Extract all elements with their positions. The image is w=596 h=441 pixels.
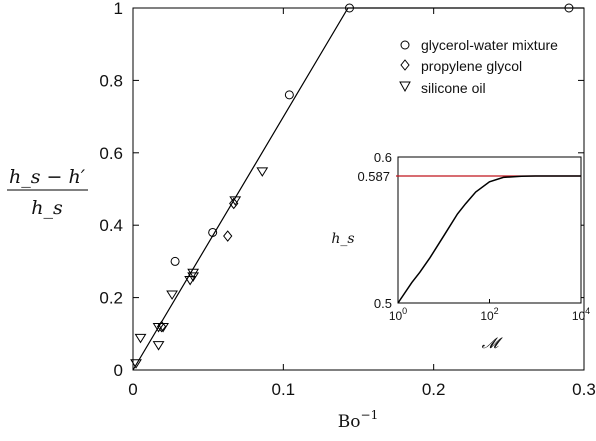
inset-x-tick-base: 10 — [480, 309, 494, 323]
inset-x-tick-exponent: 0 — [402, 306, 407, 316]
inset-x-tick-label: 100 — [389, 306, 407, 323]
inset-curve — [397, 175, 581, 304]
inset-x-label: 𝓜 — [482, 334, 504, 352]
y-tick-label: 0.8 — [99, 71, 123, 90]
inset-x-tick-label: 104 — [572, 306, 590, 323]
legend-marker-circle — [400, 40, 410, 50]
x-label-base: Bo — [338, 412, 361, 432]
inset-x-axis: 100 102 104 — [389, 299, 590, 323]
circle-point — [208, 227, 218, 237]
fit-line — [132, 7, 584, 371]
legend-marker-triangle-down — [399, 81, 411, 93]
asymptote-label: 0.587 — [357, 169, 390, 184]
legend-label-propylene-glycol: propylene glycol — [421, 58, 522, 74]
inset-background — [398, 157, 581, 303]
inset-y-tick-label: 0.5 — [374, 296, 392, 311]
triangle-down-point — [152, 341, 165, 351]
x-tick-label: 0.3 — [572, 380, 596, 399]
inset-y-axis: 0.5 0.6 — [374, 150, 402, 311]
legend-marker-diamond — [400, 59, 410, 71]
legend-label-glycerol-water-mixture: glycerol-water mixture — [421, 37, 558, 53]
legend-label-silicone-oil: silicone oil — [421, 80, 486, 96]
y-label-numerator: h_s − h′ — [9, 166, 86, 188]
inset-x-tick-exponent: 2 — [494, 306, 499, 316]
triangle-down-point — [134, 333, 147, 344]
main-y-label: h_s − h′ h_s — [7, 166, 88, 219]
x-tick-label: 0.1 — [272, 380, 296, 399]
inset-y-tick-label: 0.6 — [374, 150, 392, 165]
diamond-point — [229, 197, 239, 210]
circle-point — [284, 90, 294, 100]
y-label-denominator: h_s — [31, 197, 63, 219]
inset-x-tick-base: 10 — [572, 309, 586, 323]
main-plot: 0 0.2 0.4 0.6 0.8 1 0 0.1 0.2 0.3 — [99, 0, 595, 399]
inset-y-label: h_s — [331, 231, 354, 247]
y-tick-label: 1 — [114, 0, 123, 18]
data-points — [130, 3, 574, 369]
triangle-down-point — [187, 268, 200, 279]
triangle-down-point — [157, 323, 169, 333]
main-x-label: Bo−1 — [338, 408, 378, 432]
inset-x-tick-label: 102 — [480, 306, 498, 323]
triangle-down-point — [166, 290, 178, 300]
triangle-down-point — [187, 272, 200, 282]
y-tick-label: 0.4 — [99, 216, 123, 235]
triangle-down-point — [229, 196, 242, 206]
x-tick-label: 0.2 — [422, 380, 446, 399]
x-tick-label: 0 — [128, 380, 137, 399]
triangle-down-point — [130, 359, 142, 369]
triangle-down-point — [256, 167, 269, 177]
diamond-point — [223, 230, 233, 242]
main-x-axis: 0 0.1 0.2 0.3 — [128, 8, 596, 399]
inset-x-tick-base: 10 — [389, 309, 403, 323]
circle-point — [344, 3, 354, 13]
legend: glycerol-water mixture propylene glycol … — [399, 37, 558, 96]
y-tick-label: 0.6 — [99, 144, 123, 163]
y-tick-label: 0 — [114, 361, 123, 380]
circle-point — [170, 256, 180, 266]
inset-plot: 0.50.6 100 102 104 0.587 h_s 𝓜 — [331, 150, 590, 352]
inset-x-tick-exponent: 4 — [585, 306, 590, 316]
x-label-exponent: −1 — [361, 408, 379, 422]
y-tick-label: 0.2 — [99, 289, 123, 308]
main-y-axis: 0 0.2 0.4 0.6 0.8 1 — [99, 0, 584, 380]
circle-point — [564, 3, 574, 13]
